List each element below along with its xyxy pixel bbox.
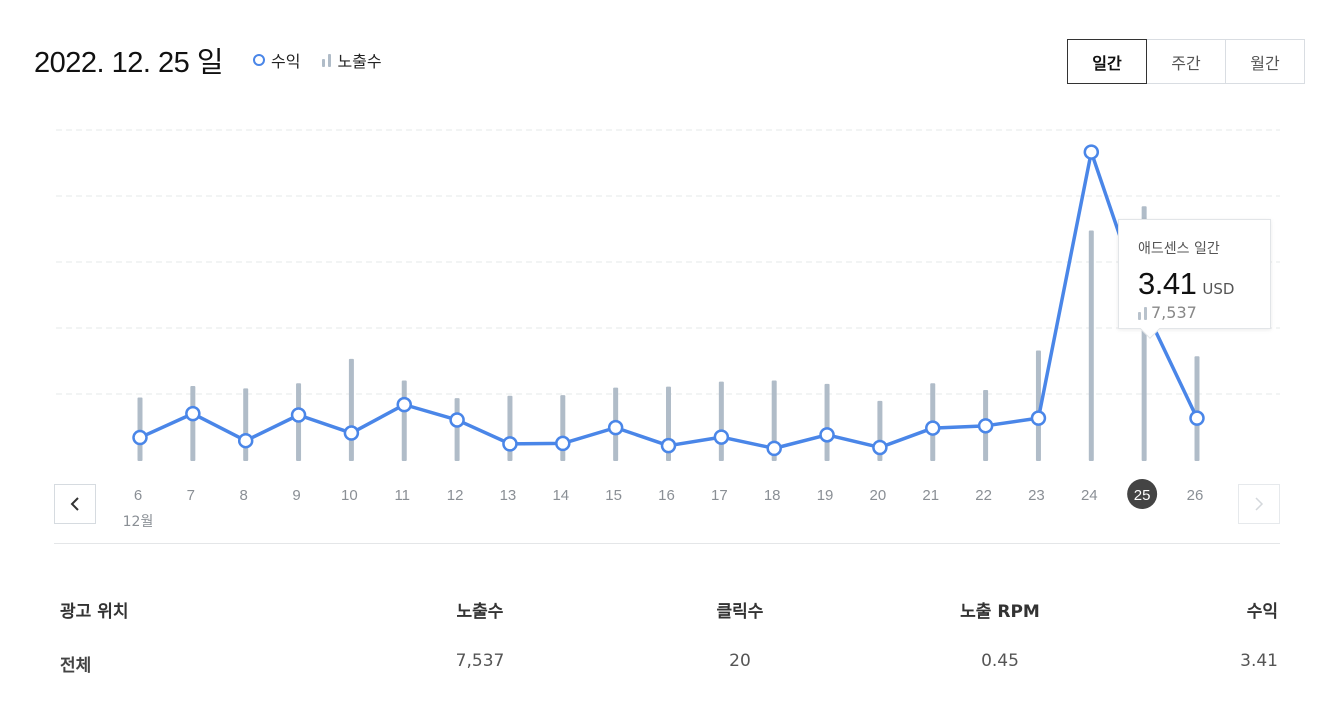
bar-chart-icon (1138, 306, 1147, 320)
tooltip-value-row: 3.41 USD (1138, 266, 1270, 302)
impressions-bar (824, 383, 830, 461)
chart-tooltip: 애드센스 일간 3.41 USD 7,537 (1118, 219, 1271, 339)
x-tick-label: 14 (552, 487, 569, 504)
bar-chart-icon (322, 53, 332, 67)
revenue-point (1189, 410, 1205, 426)
revenue-point (1030, 410, 1047, 426)
revenue-point (237, 432, 254, 449)
tooltip-impressions-value: 7,537 (1151, 303, 1197, 322)
impressions-bar (454, 398, 460, 461)
x-tick-label: 12 (447, 487, 464, 504)
x-tick-label: 7 (187, 487, 195, 504)
revenue-point (1083, 144, 1100, 160)
x-tick-label: 21 (922, 487, 939, 504)
x-tick-label: 25 (1134, 487, 1151, 504)
divider (54, 543, 1280, 544)
revenue-point (766, 440, 782, 457)
revenue-point (819, 427, 835, 443)
revenue-chart: 6 7 8 9 10 11 12 13 14 15 16 17 18 19 20 21 22 23 24 25 26 12… (56, 129, 1280, 530)
header-clicks: 클릭수 (716, 602, 764, 622)
impressions-bar (718, 381, 724, 461)
impressions-bar (243, 388, 249, 461)
x-tick-label: 23 (1028, 487, 1045, 504)
revenue-point (343, 425, 360, 441)
chevron-left-icon (70, 497, 79, 511)
tab-monthly[interactable]: 월간 (1225, 39, 1305, 84)
revenue-ring-icon (253, 54, 265, 66)
x-tick-label: 10 (341, 487, 358, 504)
revenue-point (132, 429, 148, 446)
x-tick-label: 24 (1081, 487, 1098, 504)
x-tick-label: 13 (500, 487, 517, 504)
month-label: 12월 (123, 514, 154, 530)
impressions-bar (1088, 230, 1094, 461)
impressions-bar (348, 358, 354, 461)
header-impressions: 노출수 (456, 602, 504, 622)
chart-header: 2022. 12. 25 일 수익 노출수 (34, 40, 382, 80)
period-tabs: 일간 주간 월간 (1067, 39, 1305, 84)
x-tick-label: 15 (605, 487, 622, 504)
revenue-point (713, 429, 730, 445)
next-period-button[interactable] (1238, 484, 1280, 524)
x-tick-label: 9 (292, 487, 300, 504)
cell-impressions: 7,537 (455, 651, 505, 671)
revenue-point (502, 436, 518, 452)
revenue-point (185, 405, 201, 422)
revenue-point (925, 420, 941, 436)
revenue-point (660, 437, 677, 454)
header-rpm: 노출 RPM (960, 602, 1040, 622)
legend-item-impressions: 노출수 (322, 48, 382, 72)
revenue-point (449, 412, 465, 428)
header-ad-placement: 광고 위치 (60, 602, 129, 622)
page-title: 2022. 12. 25 일 (34, 47, 224, 79)
x-tick-label: 20 (870, 487, 887, 504)
x-tick-label: 22 (975, 487, 992, 504)
x-tick-label: 26 (1187, 487, 1204, 504)
tooltip-currency-unit: USD (1202, 280, 1235, 298)
tooltip-revenue-value: 3.41 (1138, 266, 1197, 301)
x-tick-label: 17 (711, 487, 728, 504)
impressions-bar (190, 385, 196, 461)
impressions-bar (401, 380, 407, 461)
x-tick-label: 19 (817, 487, 834, 504)
header-revenue: 수익 (1246, 602, 1278, 622)
tooltip-impressions-row: 7,537 (1138, 303, 1270, 322)
revenue-point (872, 439, 888, 456)
legend-item-revenue: 수익 (253, 48, 300, 72)
x-tick-label: 6 (134, 487, 142, 504)
summary-header-row: 광고 위치 노출수 클릭수 노출 RPM 수익 (0, 597, 1329, 627)
tab-daily[interactable]: 일간 (1067, 39, 1147, 84)
chevron-right-icon (1255, 497, 1264, 511)
impressions-bar (137, 397, 143, 461)
impressions-bar (1035, 350, 1041, 461)
chart-legend: 수익 노출수 (253, 48, 382, 72)
table-row: 전체 7,537 20 0.45 3.41 (0, 651, 1329, 681)
revenue-point (555, 435, 571, 452)
x-tick-label: 8 (240, 487, 248, 504)
prev-period-button[interactable] (54, 484, 96, 524)
impressions-bar (1194, 356, 1200, 461)
selected-day-marker (1127, 479, 1158, 509)
cell-rpm: 0.45 (981, 651, 1019, 671)
x-tick-label: 18 (764, 487, 781, 504)
revenue-point (290, 407, 307, 423)
tab-weekly[interactable]: 주간 (1146, 39, 1226, 84)
revenue-point (607, 419, 624, 436)
x-tick-label: 11 (394, 487, 410, 504)
cell-ad-placement: 전체 (60, 656, 92, 676)
revenue-point (977, 418, 994, 434)
tooltip-title: 애드센스 일간 (1138, 241, 1220, 257)
legend-revenue-label: 수익 (271, 52, 301, 71)
cell-revenue: 3.41 (1240, 651, 1278, 671)
cell-clicks: 20 (729, 651, 751, 671)
x-tick-label: 16 (658, 487, 675, 504)
legend-impressions-label: 노출수 (337, 52, 382, 71)
revenue-point (396, 396, 412, 413)
